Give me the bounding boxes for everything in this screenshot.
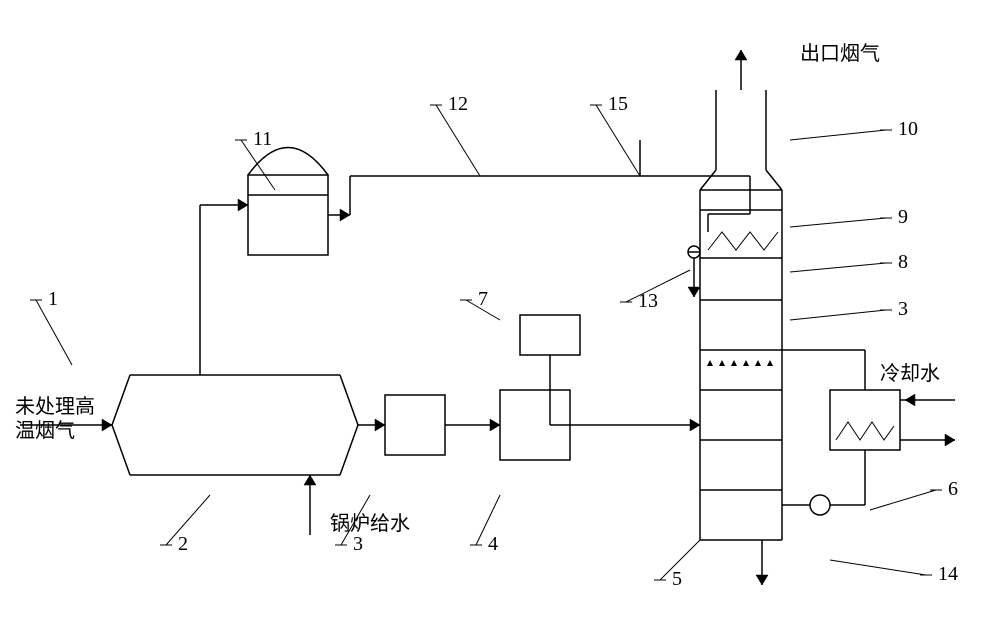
label-8: 8 [898,251,908,273]
label-1: 1 [48,288,58,310]
inlet-label-1: 未处理高 [15,395,95,418]
label-5: 5 [672,568,682,590]
label-12: 12 [448,93,468,115]
label-10: 10 [898,118,918,140]
label-9: 9 [898,206,908,228]
label-13: 13 [638,290,658,312]
boiler-feed-label: 锅炉给水 [330,512,410,535]
label-3: 3 [353,533,363,555]
label-4: 4 [488,533,498,555]
cooling-water-label: 冷却水 [880,362,940,385]
label-14: 14 [938,563,958,585]
label-2: 2 [178,533,188,555]
label-15: 15 [608,93,628,115]
label-3b: 3 [898,298,908,320]
label-11: 11 [253,128,272,150]
inlet-label-2: 温烟气 [15,419,75,442]
outlet-label: 出口烟气 [800,42,880,65]
label-7: 7 [478,288,488,310]
label-6: 6 [948,478,958,500]
